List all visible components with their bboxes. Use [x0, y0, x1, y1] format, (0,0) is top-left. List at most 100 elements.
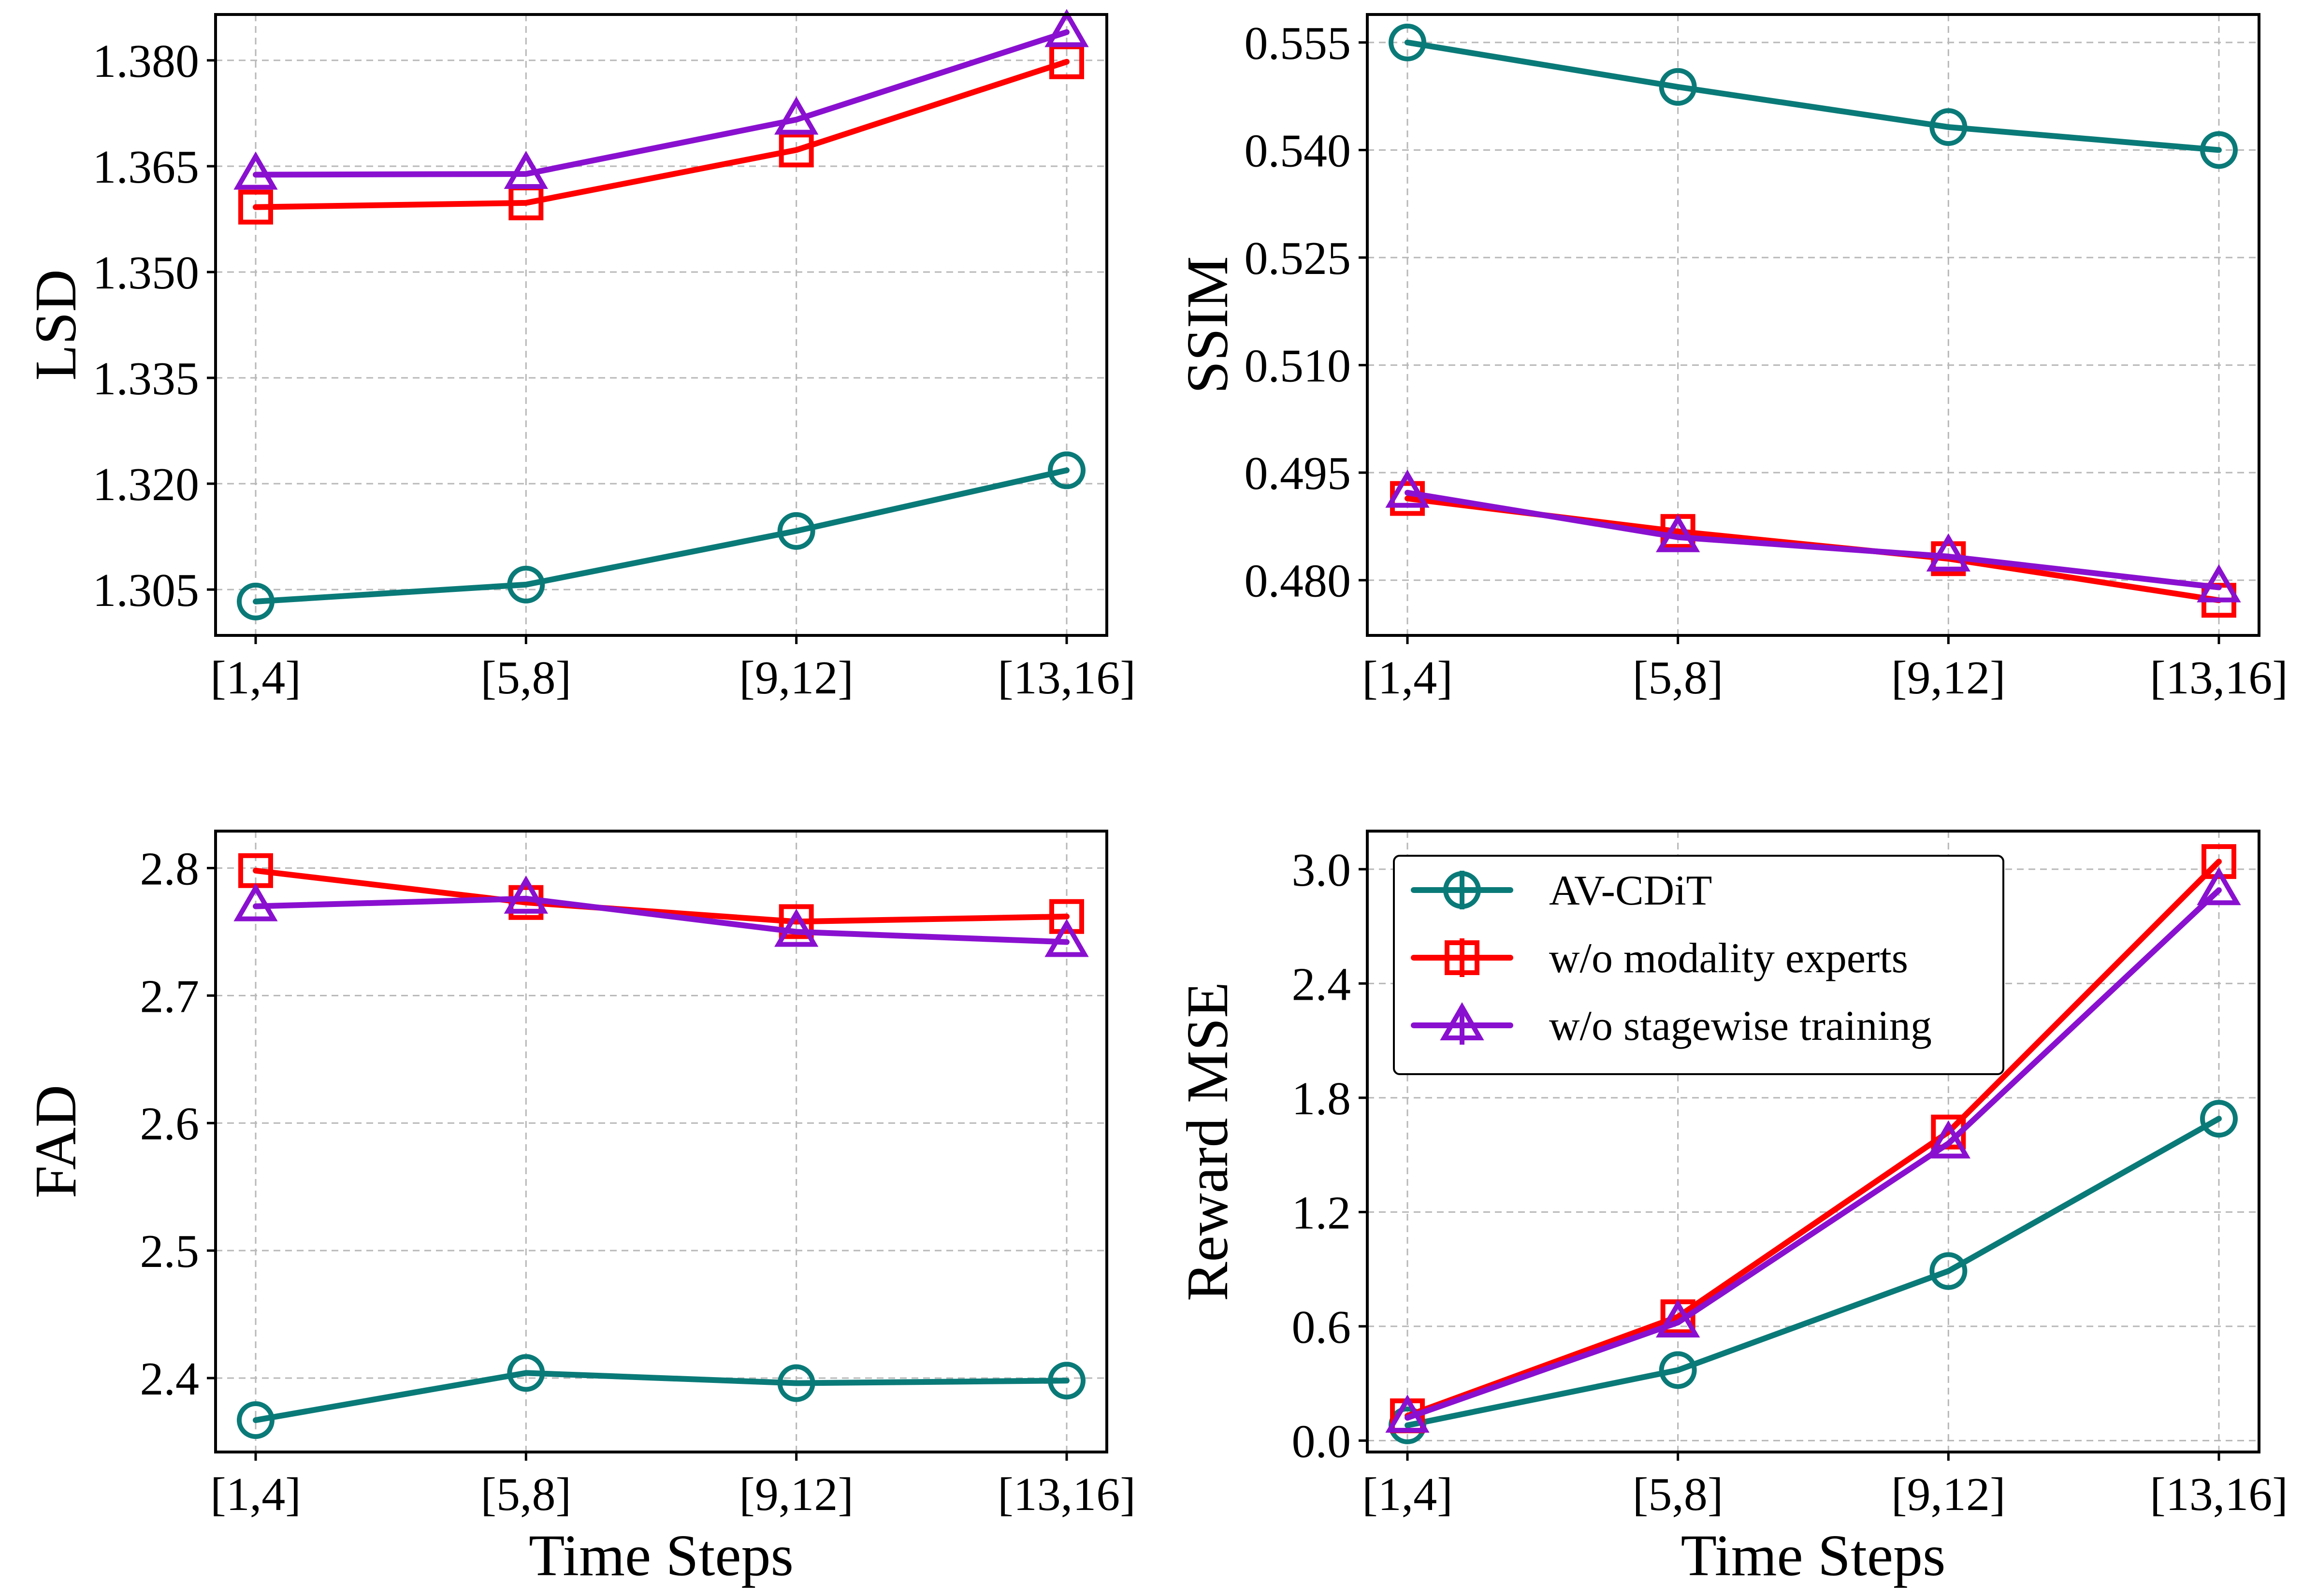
- y-axis-title-fad: FAD: [23, 1085, 88, 1198]
- y-tick-label: 2.5: [140, 1225, 200, 1278]
- data-point-av-cdit-4: [2200, 131, 2238, 169]
- axis-frame: [1366, 830, 2260, 1453]
- y-tick-label: 0.6: [1292, 1301, 1351, 1353]
- x-tick-label: [9,12]: [739, 652, 854, 704]
- axis-frame: [1366, 13, 2260, 637]
- data-point-av-cdit-2: [1659, 1351, 1697, 1389]
- legend-marker-wo-stagewise-training: [1440, 1002, 1484, 1040]
- series-line-wo-modality-experts: [252, 867, 1070, 925]
- data-point-wo-stagewise-training-3: [1926, 1120, 1970, 1159]
- axis-frame: [214, 13, 1108, 637]
- data-point-wo-modality-experts-3: [779, 132, 814, 168]
- y-tick-label: 0.510: [1245, 340, 1351, 392]
- legend: AV-CDiT w/o modality experts w/o stagewi…: [1393, 855, 2004, 1075]
- y-tick-label: 1.8: [1292, 1073, 1351, 1125]
- legend-label-av-cdit: AV-CDiT: [1549, 867, 1712, 914]
- y-tick-label: 1.335: [93, 353, 200, 405]
- data-point-wo-stagewise-training-3: [1926, 533, 1970, 572]
- x-tick-label: [9,12]: [1891, 1468, 2006, 1521]
- panel-fad: 2.4 2.5 2.6 2.7 2.8 [1,4] [5,8] [9,12] [13,16] FA…: [23, 830, 1136, 1588]
- data-point-wo-stagewise-training-3: [774, 96, 819, 135]
- y-tick-label: 0.0: [1292, 1415, 1351, 1467]
- series-line-av-cdit: [252, 467, 1070, 604]
- panel-reward-mse: 0.0 0.6 1.2 1.8 2.4 3.0 [1,4] [5,8] [9,12] [13,16…: [1175, 830, 2288, 1588]
- data-point-wo-stagewise-training-4: [1044, 9, 1089, 47]
- x-tick-label: [5,8]: [1633, 652, 1724, 704]
- data-point-av-cdit-2: [1659, 68, 1697, 106]
- data-point-wo-stagewise-training-3: [774, 908, 819, 947]
- y-tick-label: 0.540: [1245, 125, 1351, 177]
- data-point-wo-modality-experts-3: [779, 904, 814, 939]
- y-tick-label: 2.7: [140, 970, 200, 1022]
- data-point-av-cdit-2: [507, 565, 545, 604]
- panel-ssim: 0.480 0.495 0.510 0.525 0.540 0.555 [1,4] [5,8]…: [1175, 13, 2288, 704]
- data-point-wo-stagewise-training-1: [1385, 469, 1430, 508]
- y-axis-title-ssim: SSIM: [1175, 256, 1240, 394]
- data-point-av-cdit-1: [236, 582, 275, 620]
- series-line-av-cdit: [252, 1370, 1070, 1423]
- data-point-av-cdit-2: [507, 1354, 545, 1392]
- axis-frame: [214, 830, 1108, 1453]
- x-tick-label: [9,12]: [1891, 652, 2006, 704]
- y-tick-label: 2.6: [140, 1098, 200, 1150]
- data-point-av-cdit-4: [1048, 1362, 1086, 1400]
- data-point-wo-stagewise-training-2: [1656, 1299, 1700, 1337]
- y-tick-label: 2.4: [1292, 958, 1351, 1010]
- data-point-wo-modality-experts-4: [1049, 899, 1085, 934]
- y-tick-label: 1.350: [93, 247, 200, 299]
- data-point-wo-stagewise-training-4: [2197, 867, 2241, 906]
- data-point-av-cdit-4: [1048, 451, 1086, 489]
- y-tick-label: 1.365: [93, 141, 200, 193]
- y-tick-label: 3.0: [1292, 844, 1351, 896]
- data-point-wo-modality-experts-1: [238, 189, 273, 225]
- series-line-wo-stagewise-training: [1405, 887, 2222, 1421]
- x-axis-title: Time Steps: [529, 1523, 794, 1588]
- panel-lsd: 1.305 1.320 1.335 1.350 1.365 1.380 [1,4] [5,8]…: [23, 9, 1136, 704]
- x-axis-title: Time Steps: [1680, 1523, 1945, 1588]
- x-tick-label: [5,8]: [480, 652, 571, 704]
- y-tick-label: 2.4: [140, 1353, 200, 1405]
- legend-marker-av-cdit: [1443, 871, 1481, 909]
- y-tick-label: 2.8: [140, 843, 200, 895]
- y-tick-label: 1.320: [93, 459, 200, 511]
- data-point-av-cdit-3: [777, 1364, 815, 1402]
- x-tick-label: [1,4]: [210, 652, 301, 704]
- x-tick-label: [1,4]: [1362, 1468, 1453, 1521]
- y-tick-label: 0.525: [1245, 232, 1351, 285]
- y-tick-label: 1.305: [93, 564, 200, 617]
- data-point-av-cdit-1: [236, 1401, 275, 1439]
- series-line-wo-modality-experts: [252, 58, 1070, 210]
- data-point-wo-stagewise-training-4: [1044, 919, 1089, 957]
- y-axis-title-reward-mse: Reward MSE: [1175, 982, 1240, 1301]
- x-tick-label: [5,8]: [1633, 1468, 1724, 1521]
- x-tick-label: [5,8]: [480, 1468, 571, 1521]
- legend-label-wo-stagewise-training: w/o stagewise training: [1549, 1003, 1932, 1050]
- y-tick-label: 0.480: [1245, 555, 1351, 607]
- data-point-av-cdit-3: [777, 512, 815, 550]
- series-line-av-cdit: [1405, 1116, 2222, 1428]
- data-point-av-cdit-4: [2200, 1100, 2238, 1138]
- x-tick-label: [1,4]: [210, 1468, 301, 1521]
- data-point-wo-stagewise-training-1: [1385, 1395, 1430, 1433]
- y-axis-title-lsd: LSD: [23, 269, 88, 380]
- data-point-wo-stagewise-training-2: [504, 151, 548, 189]
- series-line-wo-stagewise-training: [1405, 489, 2222, 590]
- legend-entry-wo-stagewise-training: w/o stagewise training: [1411, 1002, 1932, 1050]
- legend-entry-wo-modality-experts: w/o modality experts: [1411, 935, 1908, 982]
- y-tick-label: 1.380: [93, 35, 200, 87]
- data-point-wo-stagewise-training-1: [233, 883, 278, 921]
- data-point-av-cdit-3: [1929, 108, 1968, 146]
- x-tick-label: [13,16]: [998, 652, 1136, 704]
- data-point-av-cdit-1: [1389, 23, 1427, 61]
- series-line-wo-modality-experts: [1405, 859, 2222, 1419]
- y-tick-label: 1.2: [1292, 1187, 1351, 1239]
- series-line-wo-stagewise-training: [252, 895, 1070, 945]
- x-tick-label: [13,16]: [998, 1468, 1136, 1521]
- x-tick-label: [1,4]: [1362, 652, 1453, 704]
- x-tick-label: [13,16]: [2150, 1468, 2288, 1521]
- y-tick-label: 0.555: [1245, 17, 1351, 70]
- legend-marker-wo-modality-experts: [1445, 940, 1479, 975]
- data-point-wo-stagewise-training-4: [2197, 564, 2241, 603]
- series-line-av-cdit: [1405, 39, 2222, 153]
